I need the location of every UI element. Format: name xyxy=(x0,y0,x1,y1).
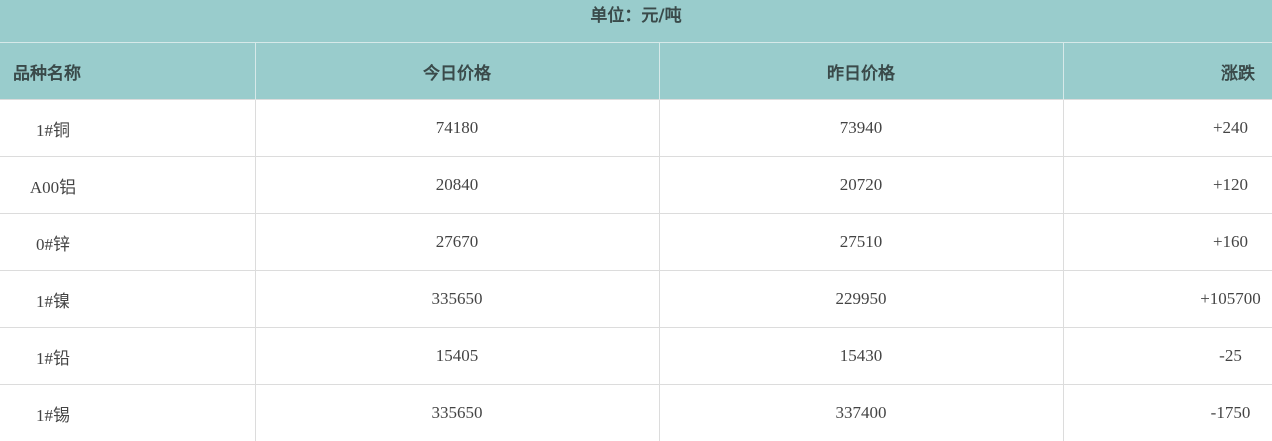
unit-label: 单位：元/吨 xyxy=(0,0,1272,43)
header-yesterday: 昨日价格 xyxy=(659,43,1063,100)
cell-name: 1#铅 xyxy=(0,328,255,385)
cell-change: +105700 xyxy=(1063,271,1272,328)
table-header-row: 品种名称 今日价格 昨日价格 涨跌 xyxy=(0,43,1272,100)
cell-change: -25 xyxy=(1063,328,1272,385)
cell-name: 1#镍 xyxy=(0,271,255,328)
cell-change: +120 xyxy=(1063,157,1272,214)
cell-name: A00铝 xyxy=(0,157,255,214)
cell-yesterday: 73940 xyxy=(659,100,1063,157)
cell-yesterday: 27510 xyxy=(659,214,1063,271)
header-today: 今日价格 xyxy=(255,43,659,100)
header-name: 品种名称 xyxy=(0,43,255,100)
cell-name: 1#锡 xyxy=(0,385,255,441)
change-text: +160 xyxy=(1191,232,1271,252)
cell-yesterday: 337400 xyxy=(659,385,1063,441)
cell-today: 335650 xyxy=(255,271,659,328)
name-text: A00铝 xyxy=(0,173,106,198)
name-text: 1#铜 xyxy=(0,116,106,141)
cell-yesterday: 229950 xyxy=(659,271,1063,328)
change-text: +105700 xyxy=(1191,289,1271,309)
name-text: 1#铅 xyxy=(0,344,106,369)
cell-yesterday: 15430 xyxy=(659,328,1063,385)
name-text: 1#镍 xyxy=(0,287,106,312)
change-text: -25 xyxy=(1191,346,1271,366)
change-text: +120 xyxy=(1191,175,1271,195)
cell-today: 27670 xyxy=(255,214,659,271)
change-text: +240 xyxy=(1191,118,1271,138)
cell-change: +160 xyxy=(1063,214,1272,271)
cell-yesterday: 20720 xyxy=(659,157,1063,214)
cell-name: 1#铜 xyxy=(0,100,255,157)
cell-today: 74180 xyxy=(255,100,659,157)
header-change: 涨跌 xyxy=(1063,43,1272,100)
cell-today: 335650 xyxy=(255,385,659,441)
name-text: 1#锡 xyxy=(0,401,106,426)
cell-change: +240 xyxy=(1063,100,1272,157)
cell-today: 15405 xyxy=(255,328,659,385)
name-text: 0#锌 xyxy=(0,230,106,255)
cell-name: 0#锌 xyxy=(0,214,255,271)
cell-change: -1750 xyxy=(1063,385,1272,441)
change-text: -1750 xyxy=(1191,403,1271,423)
cell-today: 20840 xyxy=(255,157,659,214)
